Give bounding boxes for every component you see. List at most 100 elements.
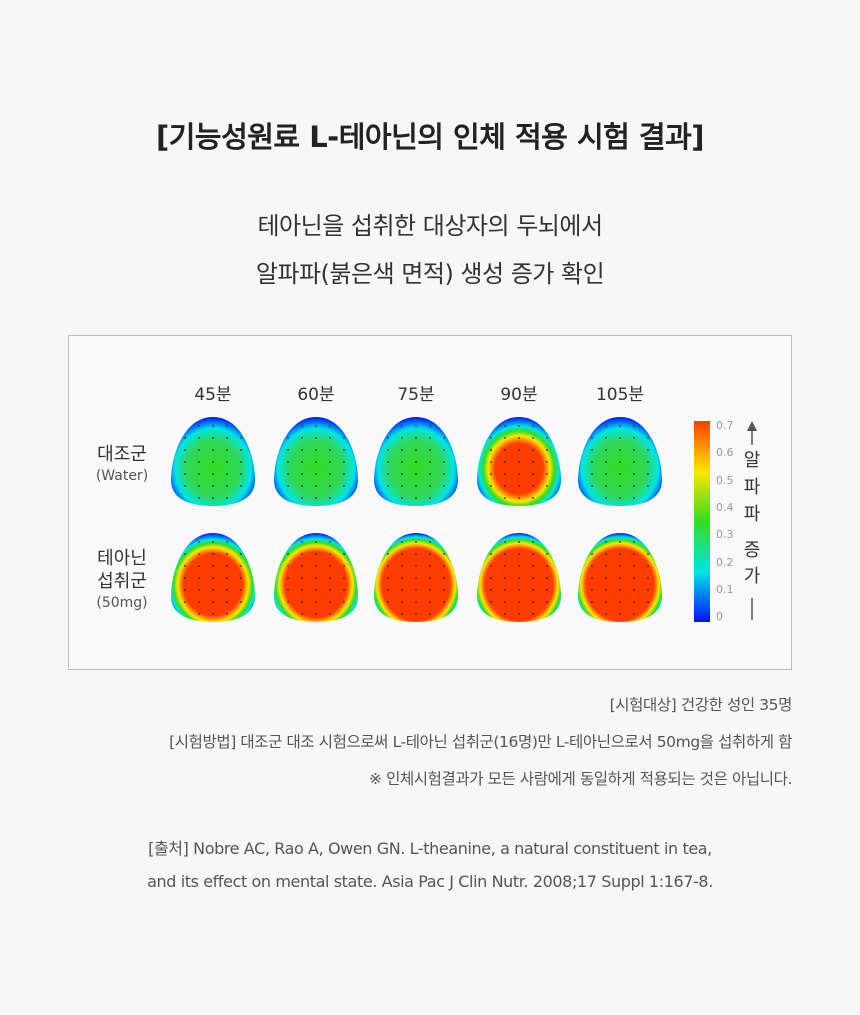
electrode-dot — [633, 425, 635, 427]
electrode-dot — [198, 437, 200, 439]
electrode-dot — [429, 589, 431, 591]
electrode-dot — [619, 577, 621, 579]
electrode-dot — [504, 425, 506, 427]
electrode-dot — [301, 449, 303, 451]
electrode-dot — [287, 601, 289, 603]
electrode-dot — [504, 565, 506, 567]
electrode-dot — [619, 449, 621, 451]
electrode-dot — [504, 613, 506, 615]
electrode-dot — [518, 425, 520, 427]
electrode-dot — [605, 565, 607, 567]
row-label-sub: (Water) — [95, 468, 149, 484]
electrode-dot — [490, 601, 492, 603]
electrode-dot — [633, 565, 635, 567]
electrode-dot — [490, 577, 492, 579]
electrode-dot — [532, 485, 534, 487]
electrode-dot — [343, 577, 345, 579]
electrode-dot — [198, 485, 200, 487]
electrode-dot — [633, 437, 635, 439]
electrode-dot — [591, 553, 593, 555]
electrode-dot — [429, 601, 431, 603]
electrode-dot — [198, 541, 200, 543]
electrode-dot — [619, 601, 621, 603]
electrode-dot — [619, 541, 621, 543]
electrode-dot — [591, 437, 593, 439]
electrode-dot — [647, 461, 649, 463]
electrode-dot — [415, 577, 417, 579]
axis-label-char: 파 — [743, 477, 761, 498]
electrode-dot — [226, 613, 228, 615]
electrode-dot — [198, 577, 200, 579]
electrode-dot — [401, 589, 403, 591]
electrode-dot — [532, 589, 534, 591]
electrode-dot — [315, 577, 317, 579]
colorbar-tick-label: 0.6 — [716, 446, 734, 460]
axis-label-char: 파 — [743, 504, 761, 525]
electrode-dot — [343, 437, 345, 439]
electrode-dot — [415, 425, 417, 427]
electrode-dot — [329, 613, 331, 615]
electrode-dot — [226, 425, 228, 427]
electrode-dot — [415, 589, 417, 591]
electrode-dot — [226, 461, 228, 463]
note-method: [시험방법] 대조군 대조 시험으로써 L-테아닌 섭취군(16명)만 L-테아… — [169, 733, 792, 751]
row-label-main: 대조군 — [97, 444, 147, 465]
electrode-dot — [591, 449, 593, 451]
electrode-dot — [387, 485, 389, 487]
electrode-dot — [315, 601, 317, 603]
electrode-dot — [343, 601, 345, 603]
electrode-dot — [443, 485, 445, 487]
electrode-dot — [387, 553, 389, 555]
electrode-dot — [415, 541, 417, 543]
subtitle-line-1: 테아닌을 섭취한 대상자의 두뇌에서 — [257, 212, 603, 240]
electrode-dot — [198, 473, 200, 475]
axis-label-char: 증 — [743, 540, 761, 561]
electrode-dot — [619, 461, 621, 463]
electrode-dot — [301, 473, 303, 475]
electrode-dot — [329, 577, 331, 579]
electrode-dot — [226, 497, 228, 499]
electrode-dot — [212, 613, 214, 615]
electrode-dot — [212, 497, 214, 499]
electrode-dot — [315, 473, 317, 475]
electrode-dot — [198, 553, 200, 555]
electrode-dot — [287, 577, 289, 579]
colorbar-tick-label: 0.5 — [716, 473, 734, 487]
electrode-dot — [184, 601, 186, 603]
electrode-dot — [532, 425, 534, 427]
electrode-dot — [429, 473, 431, 475]
row-label-theanine: 테아닌 섭취군 (50mg) — [72, 547, 172, 613]
electrode-dot — [518, 461, 520, 463]
electrode-dot — [415, 461, 417, 463]
electrode-dot — [343, 449, 345, 451]
electrode-dot — [619, 553, 621, 555]
electrode-dot — [240, 589, 242, 591]
row-label-main: 섭취군 — [97, 571, 147, 592]
electrode-dot — [647, 485, 649, 487]
colorbar-tick-label: 0.2 — [716, 555, 734, 569]
electrode-dot — [633, 497, 635, 499]
electrode-dot — [401, 565, 403, 567]
electrode-dot — [184, 485, 186, 487]
electrode-dot — [287, 553, 289, 555]
electrode-dot — [504, 473, 506, 475]
electrode-dot — [647, 553, 649, 555]
electrode-dot — [240, 553, 242, 555]
electrode-dot — [605, 473, 607, 475]
electrode-dot — [329, 541, 331, 543]
electrode-dot — [315, 553, 317, 555]
electrode-dot — [633, 473, 635, 475]
electrode-dot — [212, 577, 214, 579]
electrode-dot — [287, 449, 289, 451]
electrode-dot — [490, 449, 492, 451]
electrode-dot — [226, 565, 228, 567]
electrode-dot — [315, 613, 317, 615]
electrode-dot — [240, 449, 242, 451]
electrode-dot — [647, 473, 649, 475]
electrode-dot — [226, 437, 228, 439]
electrode-dot — [490, 437, 492, 439]
electrode-dot — [184, 577, 186, 579]
electrode-dot — [443, 589, 445, 591]
electrode-dot — [605, 589, 607, 591]
electrode-dot — [633, 485, 635, 487]
